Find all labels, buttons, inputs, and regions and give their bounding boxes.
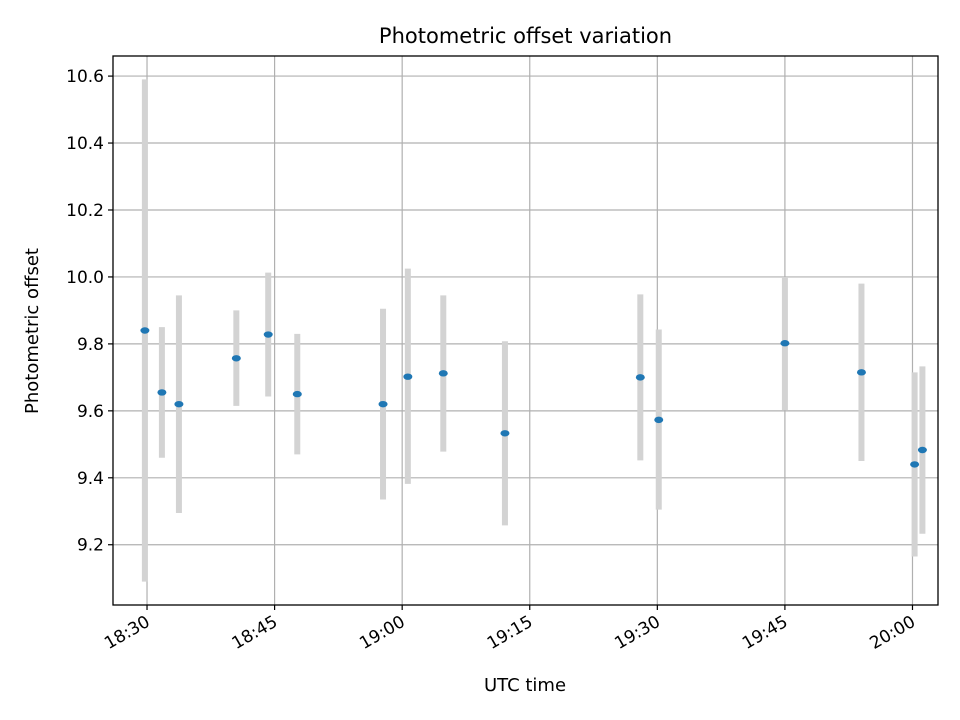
y-tick-label: 9.2: [77, 536, 104, 556]
data-point: [910, 461, 920, 468]
y-axis: 9.2 9.4 9.6 9.8 10.0 10.2 10.4 10.6: [66, 67, 113, 556]
data-point: [157, 389, 167, 396]
y-tick-label: 10.2: [66, 201, 104, 221]
chart-title: Photometric offset variation: [379, 24, 672, 48]
data-point: [856, 369, 866, 376]
y-tick-label: 9.6: [77, 402, 104, 422]
plot-area: [113, 56, 938, 605]
data-point: [292, 390, 302, 398]
data-point: [378, 400, 388, 408]
data-points: [140, 327, 927, 468]
data-point: [780, 340, 790, 347]
data-point: [500, 430, 510, 437]
data-point: [403, 373, 413, 380]
data-point: [917, 446, 927, 454]
y-tick-label: 10.6: [66, 67, 104, 87]
y-tick-label: 9.4: [77, 469, 104, 489]
data-point: [654, 416, 664, 424]
x-axis-label: UTC time: [484, 675, 566, 696]
y-tick-label: 10.4: [66, 134, 104, 154]
data-point: [635, 374, 645, 381]
data-point: [174, 400, 184, 408]
y-tick-label: 10.0: [66, 268, 104, 288]
data-point: [140, 327, 150, 334]
plot-frame: [112, 55, 939, 606]
data-point: [438, 370, 448, 377]
data-point: [263, 331, 273, 338]
y-tick-label: 9.8: [77, 335, 104, 355]
y-axis-label: Photometric offset: [22, 248, 43, 414]
data-point: [231, 355, 241, 362]
